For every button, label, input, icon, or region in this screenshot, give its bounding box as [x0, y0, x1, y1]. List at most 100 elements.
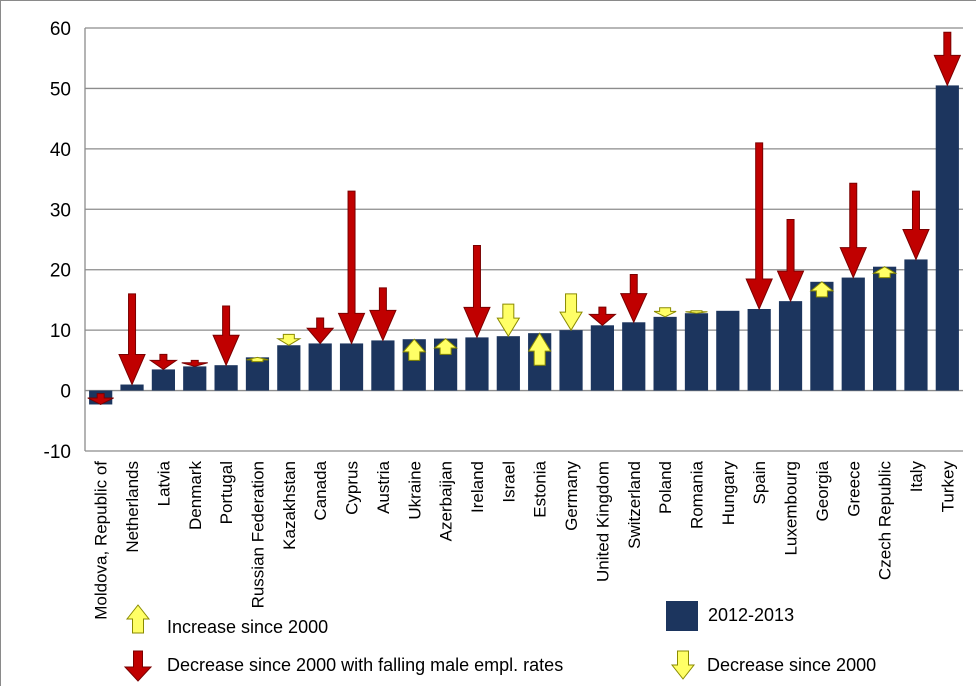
decrease-falling-male-arrow [369, 287, 397, 342]
bar [778, 301, 803, 391]
decrease-falling-male-arrow [839, 182, 868, 279]
bar [841, 277, 865, 391]
bar [245, 357, 270, 391]
x-tick-label: Portugal [217, 461, 236, 524]
y-tick-label: 0 [60, 382, 71, 403]
increase-arrow [527, 332, 552, 366]
bar [371, 340, 395, 391]
decrease-falling-male-arrow [148, 353, 178, 371]
x-tick-label: Ireland [468, 461, 487, 513]
x-tick-label: Austria [374, 460, 393, 513]
y-axis-ticks: -10 0 10 20 30 40 50 60 [44, 19, 71, 463]
decrease-falling-male-arrow [463, 245, 491, 339]
decrease-falling-male-arrow [588, 306, 617, 326]
bar [559, 330, 583, 391]
legend-increase-arrow-icon [125, 604, 151, 634]
x-tick-label: United Kingdom [593, 461, 612, 582]
decrease-falling-male-arrow-icon [123, 650, 153, 682]
increase-arrow [433, 337, 458, 355]
decrease-arrow [275, 333, 302, 346]
legend-decrease-label: Decrease since 2000 [707, 655, 876, 675]
legend-bar-swatch [666, 601, 698, 631]
increase-arrow [402, 338, 427, 361]
increase-arrow-icon [125, 604, 151, 634]
x-tick-label: Azerbaijan [437, 461, 456, 541]
x-tick-label: Italy [907, 461, 926, 493]
bar [684, 313, 709, 391]
decrease-arrow [653, 307, 677, 318]
decrease-falling-male-arrow [619, 274, 648, 324]
change-arrows [87, 31, 962, 406]
x-tick-label: Cyprus [343, 461, 362, 515]
bar [151, 369, 175, 391]
decrease-falling-male-arrow [118, 293, 146, 386]
bar [873, 266, 897, 391]
x-tick-label: Czech Republic [876, 461, 895, 581]
x-tick-label: Ukraine [405, 461, 424, 520]
bar [810, 281, 834, 391]
bars [89, 85, 959, 405]
legend-increase-label: Increase since 2000 [167, 617, 328, 637]
x-tick-label: Estonia [531, 460, 550, 517]
bar [496, 336, 520, 391]
bar [339, 343, 364, 391]
x-tick-label: Switzerland [625, 461, 644, 549]
y-tick-label: 50 [50, 79, 71, 100]
bar [277, 345, 301, 391]
y-tick-label: -10 [44, 442, 71, 463]
legend-decrease-falling-male-arrow-icon [123, 650, 153, 682]
x-tick-label: Russian Federation [248, 461, 267, 608]
x-tick-label: Canada [311, 460, 330, 520]
decrease-falling-male-arrow [776, 219, 805, 303]
bar [747, 308, 771, 391]
decrease-arrow [559, 293, 583, 332]
decrease-falling-male-arrow [181, 359, 208, 367]
y-tick-label: 30 [50, 200, 71, 221]
y-tick-label: 20 [50, 261, 71, 282]
x-tick-label: Moldova, Republic of [92, 461, 111, 620]
x-tick-label: Israel [499, 461, 518, 503]
bar [590, 325, 614, 391]
x-tick-label: Spain [750, 461, 769, 504]
bar [622, 322, 646, 391]
y-tick-label: 60 [50, 19, 71, 40]
legend-decrease-falling-male-label: Decrease since 2000 with falling male em… [167, 655, 563, 675]
x-tick-label: Netherlands [123, 461, 142, 553]
x-tick-label: Germany [562, 461, 581, 531]
x-tick-label: Poland [656, 461, 675, 514]
decrease-falling-male-arrow [212, 305, 240, 367]
decrease-arrow [685, 310, 708, 314]
bar [465, 337, 489, 391]
x-tick-label: Greece [844, 461, 863, 517]
x-tick-label: Georgia [813, 460, 832, 521]
decrease-falling-male-arrow [337, 190, 366, 345]
y-tick-label: 40 [50, 140, 71, 161]
decrease-falling-male-arrow [902, 190, 930, 261]
x-tick-label: Kazakhstan [280, 461, 299, 550]
bar [214, 365, 238, 391]
x-tick-label: Hungary [719, 461, 738, 526]
x-tick-label: Denmark [186, 461, 205, 530]
y-tick-label: 10 [50, 321, 71, 342]
decrease-falling-male-arrow [87, 393, 114, 406]
x-tick-label: Latvia [154, 460, 173, 506]
x-tick-label: Turkey [938, 461, 957, 513]
legend-decrease-arrow-icon [670, 650, 696, 680]
decrease-arrow-icon [670, 650, 696, 680]
decrease-falling-male-arrow [745, 142, 773, 311]
bar [904, 259, 928, 391]
bar [716, 310, 740, 391]
x-tick-label: Romania [687, 460, 706, 529]
bar [935, 85, 959, 391]
decrease-falling-male-arrow [306, 317, 335, 345]
decrease-falling-male-arrow [933, 31, 962, 87]
legend: Increase since 2000 2012-2013 Decrease s… [123, 601, 876, 682]
x-tick-label: Luxembourg [782, 461, 801, 556]
increase-arrow [809, 281, 835, 298]
legend-bar-label: 2012-2013 [708, 605, 794, 625]
x-axis-labels: Moldova, Republic of Netherlands Latvia Den… [92, 460, 958, 619]
bar [120, 384, 144, 391]
increase-arrow [871, 266, 898, 279]
